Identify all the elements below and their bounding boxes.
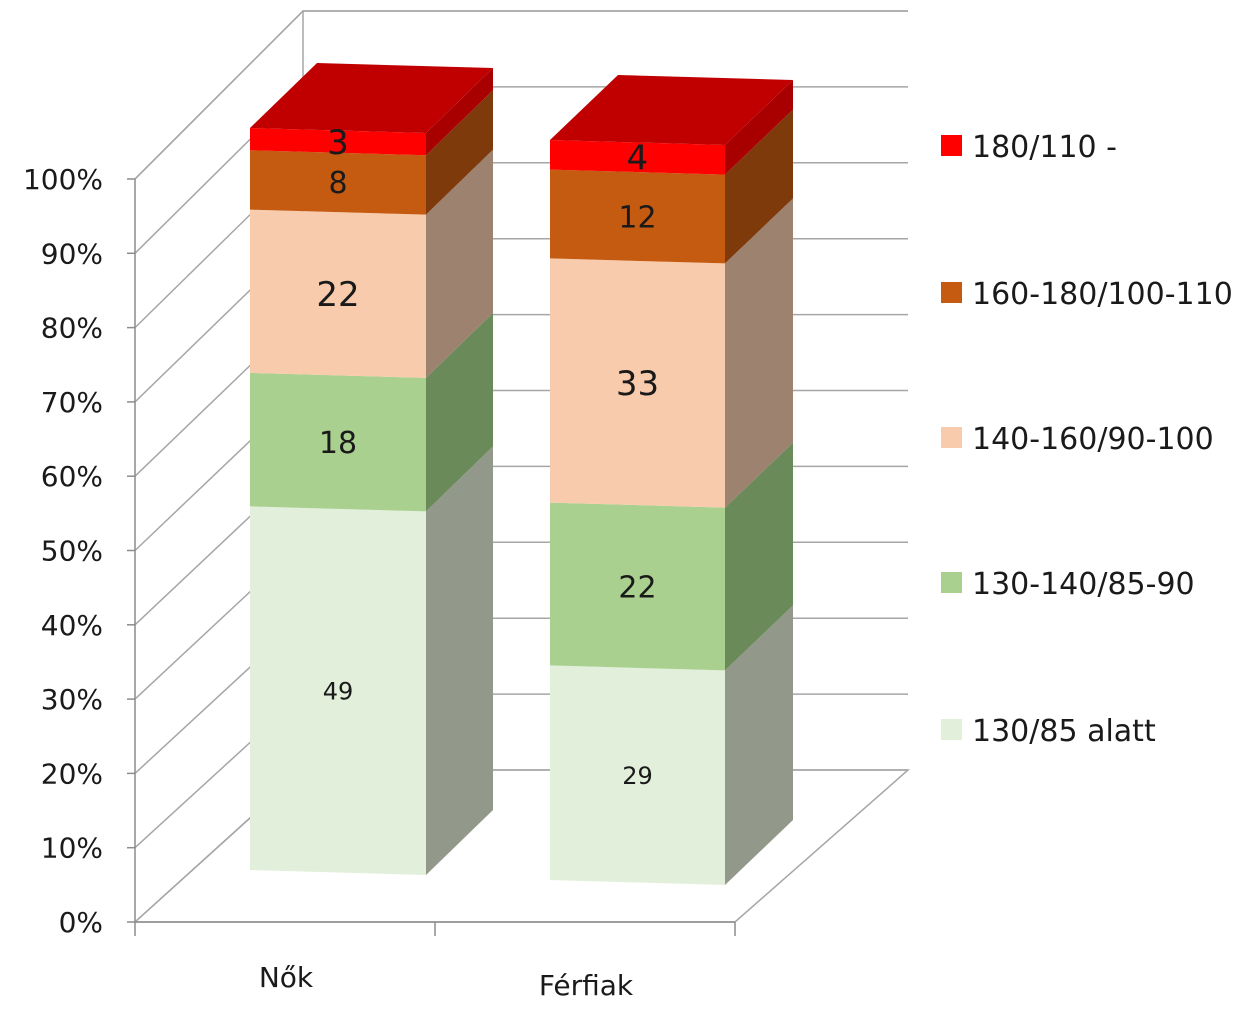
legend-item: 130-140/85-90 <box>941 567 1195 602</box>
legend-swatch <box>941 135 962 156</box>
data-label: 3 <box>327 123 349 163</box>
legend-label: 140-160/90-100 <box>972 422 1214 457</box>
y-tick-label: 60% <box>41 460 103 493</box>
data-label: 12 <box>618 200 656 235</box>
bar-segment-side <box>426 446 493 875</box>
bar-segment <box>250 372 426 512</box>
legend: 180/110 - 160-180/100-110 140-160/90-100 13… <box>941 130 1233 749</box>
data-label: 18 <box>319 426 357 461</box>
legend-swatch <box>941 282 962 303</box>
y-tick-label: 100% <box>23 163 103 196</box>
bar-stack-2 <box>550 75 793 885</box>
bar-top <box>250 63 493 133</box>
data-label: 22 <box>618 570 656 605</box>
x-tick-label: Férfiak <box>539 969 634 1002</box>
bar-segment <box>550 258 725 508</box>
legend-label: 130/85 alatt <box>972 714 1156 749</box>
axes: 0% 10% 20% 30% 40% 50% 60% 70% 80% 90% 100% Nők Férf… <box>23 163 736 1002</box>
bar-segment-side <box>426 312 493 512</box>
legend-swatch <box>941 719 962 740</box>
legend-label: 180/110 - <box>972 130 1117 165</box>
data-label: 4 <box>627 139 649 179</box>
y-tick-label: 90% <box>41 237 103 270</box>
legend-label: 130-140/85-90 <box>972 567 1195 602</box>
legend-item: 140-160/90-100 <box>941 422 1214 457</box>
bar-segment <box>550 502 725 671</box>
bar-stack-1 <box>250 63 493 875</box>
bar-segment <box>550 665 725 885</box>
bar-segment <box>250 150 426 215</box>
y-tick-label: 10% <box>41 832 103 865</box>
bars <box>250 63 793 885</box>
bar-segment-side <box>725 605 793 885</box>
bar-segment-side <box>725 80 793 175</box>
bar-segment-side <box>426 90 493 215</box>
legend-item: 160-180/100-110 <box>941 277 1233 312</box>
data-label: 8 <box>328 166 347 201</box>
y-tick-label: 80% <box>41 312 103 345</box>
y-tick-label: 30% <box>41 683 103 716</box>
y-tick-label: 70% <box>41 386 103 419</box>
legend-swatch <box>941 572 962 593</box>
gridline <box>134 10 908 180</box>
bar-segment <box>250 128 426 156</box>
bar-segment <box>550 169 725 264</box>
bar-top <box>550 75 793 145</box>
bar-segment <box>250 209 426 378</box>
legend-item: 180/110 - <box>941 130 1117 165</box>
bar-segment-side <box>725 109 793 264</box>
bar-segment-side <box>725 198 793 508</box>
y-tick-label: 50% <box>41 535 103 568</box>
x-tick-label: Nők <box>259 961 314 994</box>
data-label: 33 <box>616 364 659 404</box>
bar-segment-side <box>426 68 493 156</box>
y-tick-label: 40% <box>41 609 103 642</box>
data-label: 22 <box>316 275 359 315</box>
bar-segment-side <box>725 442 793 671</box>
data-label: 29 <box>622 762 653 790</box>
bar-segment <box>250 506 426 875</box>
data-labels: 49 18 22 83 29 22 33 12 4 <box>316 123 659 790</box>
y-tick-label: 20% <box>41 757 103 790</box>
data-label: 49 <box>323 677 354 705</box>
bar-segment <box>550 140 725 175</box>
bar-segment-side <box>426 149 493 378</box>
legend-swatch <box>941 427 962 448</box>
legend-item: 130/85 alatt <box>941 714 1156 749</box>
y-tick-label: 0% <box>59 906 103 939</box>
legend-label: 160-180/100-110 <box>972 277 1233 312</box>
